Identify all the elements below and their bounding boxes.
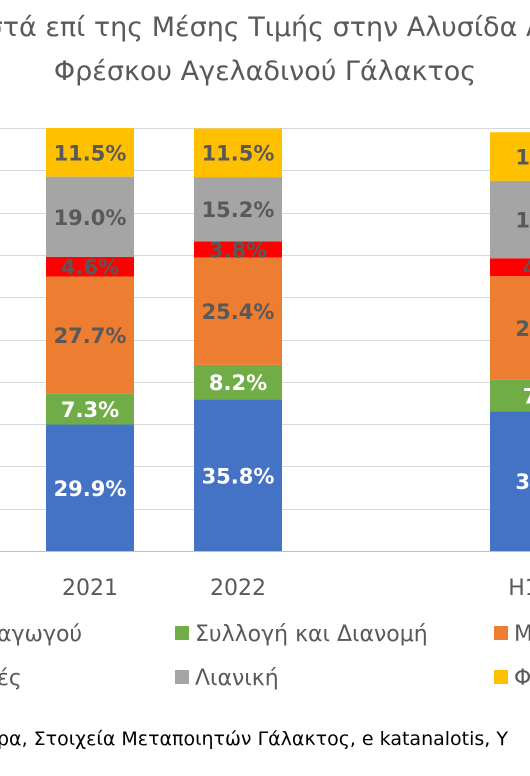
bar-segment-1-3 [490, 411, 530, 551]
data-label: 3.8% [209, 238, 267, 262]
data-label: 8.2% [209, 371, 267, 395]
data-label: 33. [515, 470, 530, 494]
legend-item-series-6: Φ [494, 666, 530, 691]
legend-swatch-series-3 [494, 626, 508, 640]
data-label: 18. [515, 209, 530, 233]
bar-segment-2-3 [490, 379, 530, 412]
data-label: 35.8% [202, 464, 275, 488]
legend-label-series-5: Λιανική [195, 666, 279, 691]
legend-item-series-3: Μ [494, 622, 530, 647]
bar-segment-5-2 [194, 177, 282, 242]
bar-segment-1-1 [46, 424, 134, 551]
chart-title-line-1: στά επί της Μέσης Τιμής στην Αλυσίδα Α [0, 12, 530, 43]
data-label: 24. [515, 317, 530, 341]
legend-label-series-3: Μ [514, 622, 530, 647]
data-label: 29.9% [54, 477, 127, 501]
bar-segment-4-3 [490, 258, 530, 277]
bar-segment-6-2 [194, 128, 282, 178]
bar-segment-2-2 [194, 364, 282, 400]
legend-item-series-1: αγωγού [0, 622, 82, 647]
legend-swatch-series-2 [175, 626, 189, 640]
data-label: 7. [523, 385, 530, 409]
stacked-bar-chart: 29.9% 7.3% 27.7% 4.6% 19.0% 11.5% 2021 35.8% 8.2… [0, 128, 530, 600]
legend-swatch-series-5 [175, 670, 189, 684]
bar-segment-3-1 [46, 276, 134, 394]
bar-segment-6-3 [490, 132, 530, 181]
data-label: 7.3% [61, 398, 119, 422]
x-tick-label: 2022 [210, 576, 266, 600]
data-label: 4. [523, 256, 530, 280]
bar-segment-4-1 [46, 257, 134, 277]
legend-item-series-2: Συλλογή και Διανομή [175, 622, 428, 647]
data-label: 27.7% [54, 324, 127, 348]
data-label: 4.6% [61, 256, 119, 280]
legend-label-series-4: ές [0, 666, 22, 691]
chart-title-line-2: Φρέσκου Αγελαδινού Γάλακτος [53, 56, 477, 87]
bar-segment-3-2 [194, 257, 282, 365]
legend-label-series-1: αγωγού [0, 622, 83, 647]
bar-segment-3-3 [490, 276, 530, 380]
legend-label-series-6: Φ [514, 666, 530, 691]
bar-segment-5-3 [490, 180, 530, 259]
source-note: ρα, Στοιχεία Μεταποιητών Γάλακτος, e kat… [0, 728, 508, 750]
legend-label-series-2: Συλλογή και Διανομή [195, 622, 428, 647]
bar-segment-5-1 [46, 176, 134, 258]
bar-segment-2-1 [46, 393, 134, 425]
legend-item-series-5: Λιανική [175, 666, 279, 691]
x-tick-label: 2021 [62, 576, 118, 600]
data-label: 11. [515, 146, 530, 170]
data-label: 15.2% [202, 198, 275, 222]
x-tick-label: H1 2 [508, 576, 530, 600]
bar-segment-4-2 [194, 241, 282, 258]
data-label: 11.5% [202, 142, 275, 166]
data-label: 25.4% [202, 300, 275, 324]
bar-segment-6-1 [46, 128, 134, 177]
legend-item-series-4: ές [0, 666, 22, 691]
data-label: 11.5% [54, 141, 127, 165]
legend-swatch-series-6 [494, 670, 508, 684]
data-label: 19.0% [54, 206, 127, 230]
bar-segment-1-2 [194, 399, 282, 551]
